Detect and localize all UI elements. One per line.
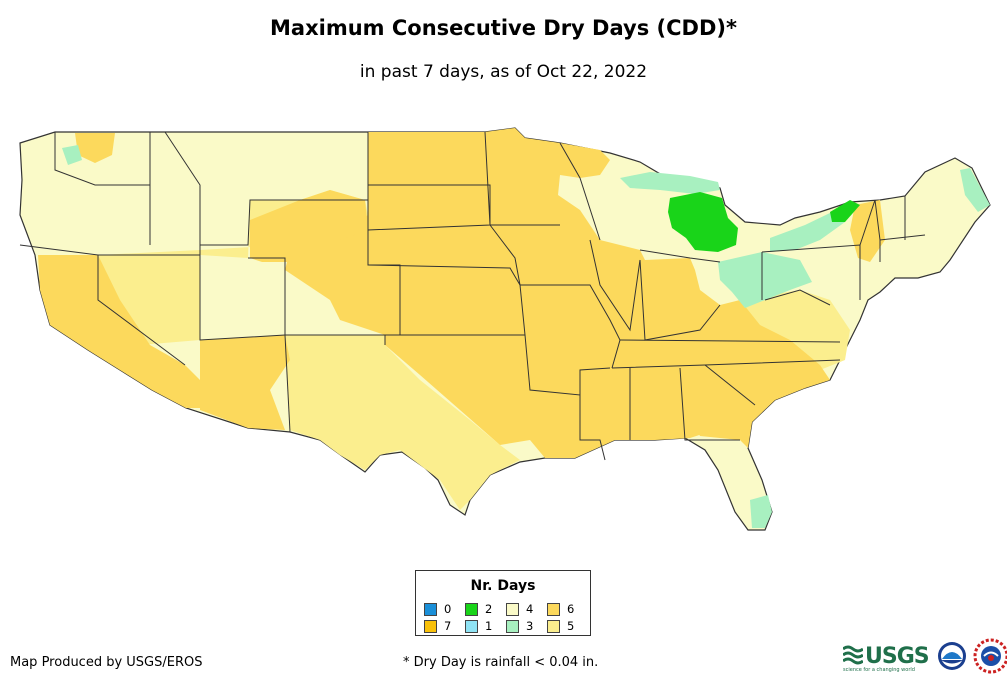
legend-swatch bbox=[547, 619, 560, 633]
legend-item: 4 bbox=[506, 602, 547, 616]
legend-label: 5 bbox=[567, 619, 575, 633]
region-6-days-arizona bbox=[200, 335, 290, 430]
legend-label: 1 bbox=[485, 619, 493, 633]
region-3-days-maine bbox=[960, 168, 990, 212]
region-6-days-ne bbox=[850, 200, 885, 262]
usgs-logo: USGS science for a changing world bbox=[843, 639, 930, 673]
legend-swatch bbox=[424, 619, 437, 633]
region-6-days-wa bbox=[75, 133, 115, 163]
legend-label: 3 bbox=[526, 619, 534, 633]
legend-label: 4 bbox=[526, 602, 534, 616]
legend-title: Nr. Days bbox=[470, 578, 536, 594]
legend-item: 2 bbox=[465, 602, 506, 616]
legend: Nr. Days 0 2 4 6 7 1 3 5 bbox=[415, 570, 591, 636]
legend-item: 6 bbox=[547, 602, 588, 616]
legend-swatch bbox=[465, 619, 478, 633]
region-3-days-florida bbox=[750, 495, 772, 528]
region-5-days-southwest bbox=[285, 335, 520, 510]
region-3-days-wa bbox=[62, 145, 82, 165]
region-2-days-new-york bbox=[830, 200, 860, 222]
region-3-days-lake-erie bbox=[770, 212, 845, 252]
credit-text: Map Produced by USGS/EROS bbox=[10, 655, 203, 670]
legend-label: 7 bbox=[444, 619, 452, 633]
legend-label: 0 bbox=[444, 602, 452, 616]
legend-item: 1 bbox=[465, 619, 506, 633]
legend-item: 0 bbox=[424, 602, 465, 616]
legend-item: 3 bbox=[506, 619, 547, 633]
usgs-wave-icon bbox=[843, 645, 863, 665]
legend-swatch bbox=[465, 602, 478, 616]
region-5-days-midatlantic bbox=[740, 290, 850, 370]
region-2-days-michigan bbox=[668, 192, 738, 252]
region-3-days-ohio bbox=[718, 252, 812, 308]
legend-item: 7 bbox=[424, 619, 465, 633]
map-title: Maximum Consecutive Dry Days (CDD)* bbox=[270, 16, 737, 40]
region-6-days-georgia bbox=[680, 365, 760, 440]
noaa-logo-icon bbox=[937, 642, 966, 670]
agency-logos: USGS science for a changing world bbox=[843, 638, 1007, 674]
usgs-wordmark: USGS bbox=[865, 643, 930, 669]
region-6-days-california bbox=[38, 255, 200, 408]
map-subtitle: in past 7 days, as of Oct 22, 2022 bbox=[359, 62, 648, 82]
legend-item: 5 bbox=[547, 619, 588, 633]
legend-swatch bbox=[424, 602, 437, 616]
legend-swatch bbox=[506, 602, 519, 616]
legend-label: 2 bbox=[485, 602, 493, 616]
nws-logo-icon bbox=[973, 638, 1007, 674]
legend-swatch bbox=[506, 619, 519, 633]
legend-label: 6 bbox=[567, 602, 575, 616]
usgs-tagline: science for a changing world bbox=[843, 667, 915, 673]
region-6-days-montana bbox=[250, 190, 368, 262]
legend-swatch bbox=[547, 602, 560, 616]
state-boundaries bbox=[19, 131, 926, 461]
us-map bbox=[19, 127, 991, 531]
dry-day-note: * Dry Day is rainfall < 0.04 in. bbox=[403, 655, 599, 670]
region-3-days-upper-peninsula bbox=[620, 172, 720, 194]
legend-items: 0 2 4 6 7 1 3 5 bbox=[424, 602, 588, 633]
